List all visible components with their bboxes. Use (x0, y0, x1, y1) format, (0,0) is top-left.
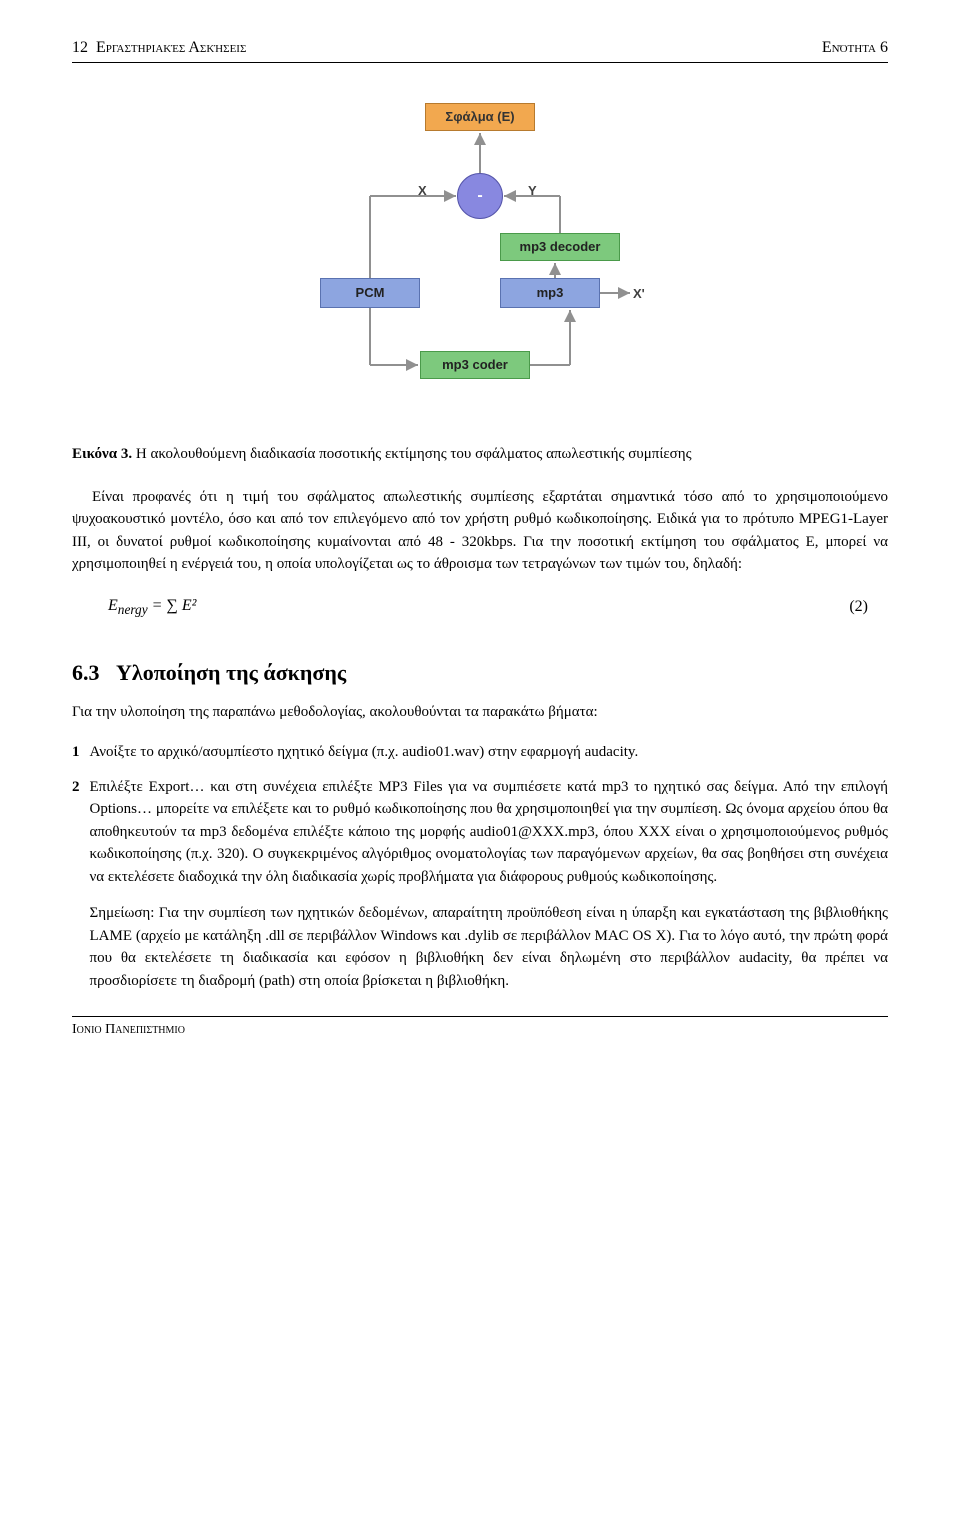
paragraph-1: Είναι προφανές ότι η τιμή του σφάλματος … (72, 486, 888, 576)
list-item-text: Ανοίξτε το αρχικό/ασυμπίεστο ηχητικό δεί… (90, 741, 889, 764)
section-number: 6.3 (72, 660, 100, 685)
header-left-title: Εργαστηριακές Ασκήσεις (96, 36, 246, 60)
eq-lhs-sub: nergy (118, 602, 148, 617)
section-heading: Υλοποίηση της άσκησης (116, 660, 346, 685)
equation-2: Energy = ∑ E² (2) (108, 594, 888, 620)
list-item: 2 Επιλέξτε Export… και στη συνέχεια επιλ… (72, 776, 888, 993)
edge-label-xprime: X' (633, 284, 645, 304)
paragraph-2: Για την υλοποίηση της παραπάνω μεθοδολογ… (72, 701, 888, 724)
list-item-text: Επιλέξτε Export… και στη συνέχεια επιλέξ… (90, 776, 889, 993)
figure-caption: Εικόνα 3. Η ακολουθούμενη διαδικασία ποσ… (72, 443, 888, 466)
list-item: 1 Ανοίξτε το αρχικό/ασυμπίεστο ηχητικό δ… (72, 741, 888, 764)
node-decoder: mp3 decoder (500, 233, 620, 261)
section-title: 6.3 Υλοποίηση της άσκησης (72, 656, 888, 689)
page-footer: Ιονιο Πανεπιστημιο (72, 1016, 888, 1040)
node-mp3: mp3 (500, 278, 600, 308)
list-item-number: 2 (72, 776, 80, 993)
edge-label-x: X (418, 181, 427, 201)
eq-rhs: = ∑ E² (148, 597, 197, 614)
node-coder: mp3 coder (420, 351, 530, 379)
equation-number: (2) (849, 595, 868, 619)
step2-body: Επιλέξτε Export… και στη συνέχεια επιλέξ… (90, 776, 889, 889)
eq-lhs: E (108, 597, 118, 614)
flowchart-diagram: Σφάλμα (E) - PCM mp3 mp3 decoder mp3 cod… (270, 103, 690, 413)
step2-note: Σημείωση: Για την συμπίεση των ηχητικών … (90, 902, 889, 992)
node-minus: - (457, 173, 503, 219)
diagram-container: Σφάλμα (E) - PCM mp3 mp3 decoder mp3 cod… (72, 103, 888, 413)
figure-label: Εικόνα 3. (72, 446, 132, 462)
list-item-number: 1 (72, 741, 80, 764)
equation-body: Energy = ∑ E² (108, 594, 196, 620)
header-right-title: Ενότητα 6 (822, 36, 888, 60)
figure-caption-text: Η ακολουθούμενη διαδικασία ποσοτικής εκτ… (136, 446, 692, 462)
page-number: 12 (72, 36, 88, 60)
page-header: 12 Εργαστηριακές Ασκήσεις Ενότητα 6 (72, 36, 888, 63)
node-error: Σφάλμα (E) (425, 103, 535, 131)
edge-label-y: Y (528, 181, 537, 201)
node-pcm: PCM (320, 278, 420, 308)
